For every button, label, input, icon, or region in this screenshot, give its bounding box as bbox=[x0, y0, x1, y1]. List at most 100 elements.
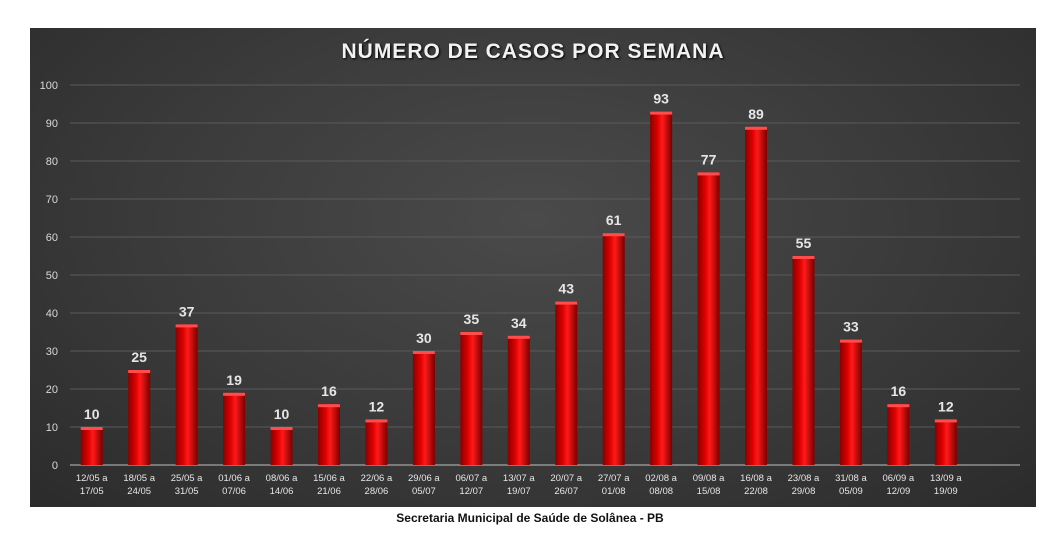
data-label: 33 bbox=[843, 319, 859, 335]
bar bbox=[175, 324, 198, 465]
x-tick-label: 21/06 bbox=[317, 486, 341, 497]
bar bbox=[839, 339, 862, 465]
x-tick-label: 02/08 a bbox=[645, 473, 677, 484]
bar-top-highlight bbox=[270, 427, 293, 430]
data-label: 10 bbox=[274, 406, 290, 422]
x-tick-label: 25/05 a bbox=[171, 473, 203, 484]
x-tick-label: 05/09 bbox=[839, 486, 863, 497]
bar bbox=[412, 351, 435, 465]
y-tick-label: 10 bbox=[46, 422, 58, 434]
x-tick-label: 12/09 bbox=[886, 486, 910, 497]
bar-top-highlight bbox=[650, 111, 673, 115]
y-tick-label: 70 bbox=[46, 194, 58, 206]
data-label: 16 bbox=[891, 383, 907, 399]
x-tick-label: 31/08 a bbox=[835, 473, 867, 484]
bar-top-highlight bbox=[412, 351, 435, 354]
bar-top-highlight bbox=[555, 301, 578, 305]
x-tick-label: 22/08 bbox=[744, 486, 768, 497]
bar bbox=[887, 404, 910, 465]
bar bbox=[270, 427, 293, 465]
x-tick-label: 01/08 bbox=[602, 486, 626, 497]
data-label: 16 bbox=[321, 383, 337, 399]
bar bbox=[365, 419, 388, 465]
y-tick-label: 30 bbox=[46, 346, 58, 358]
x-tick-label: 19/09 bbox=[934, 486, 958, 497]
y-tick-label: 20 bbox=[46, 384, 58, 396]
x-tick-label: 20/07 a bbox=[550, 473, 582, 484]
x-tick-label: 05/07 bbox=[412, 486, 436, 497]
bars bbox=[80, 111, 957, 466]
bar bbox=[317, 404, 340, 465]
x-tick-label: 13/07 a bbox=[503, 473, 535, 484]
x-tick-label: 01/06 a bbox=[218, 473, 250, 484]
data-label: 77 bbox=[701, 151, 717, 167]
chart-title: NÚMERO DE CASOS POR SEMANA bbox=[341, 40, 725, 63]
x-tick-label: 29/06 a bbox=[408, 473, 440, 484]
bar-top-highlight bbox=[507, 335, 530, 339]
bar-top-highlight bbox=[80, 427, 103, 430]
data-label: 43 bbox=[558, 281, 574, 297]
x-tick-label: 14/06 bbox=[270, 486, 294, 497]
data-label: 19 bbox=[226, 372, 242, 388]
bar-top-highlight bbox=[887, 404, 910, 408]
bar bbox=[128, 370, 151, 465]
bar bbox=[460, 332, 483, 465]
x-tick-label: 27/07 a bbox=[598, 473, 630, 484]
bar-top-highlight bbox=[128, 370, 151, 373]
chart-panel: NÚMERO DE CASOS POR SEMANA 0 10 20 30 40 50 60… bbox=[30, 28, 1036, 507]
y-tick-label: 100 bbox=[40, 80, 58, 92]
bar bbox=[80, 427, 103, 465]
data-label: 25 bbox=[131, 349, 147, 365]
x-tick-label: 31/05 bbox=[175, 486, 199, 497]
y-tick-label: 60 bbox=[46, 232, 58, 244]
bar bbox=[507, 335, 530, 465]
data-label: 89 bbox=[748, 106, 764, 122]
data-label: 10 bbox=[84, 406, 100, 422]
data-label: 30 bbox=[416, 330, 432, 346]
x-axis: 12/05 a 17/05 18/05 a 24/05 25/05 a 31/05 01/0… bbox=[76, 473, 963, 497]
y-tick-label: 0 bbox=[52, 460, 58, 472]
data-label: 61 bbox=[606, 212, 622, 228]
bar-top-highlight bbox=[839, 339, 862, 343]
bar bbox=[555, 301, 578, 465]
y-tick-label: 90 bbox=[46, 118, 58, 130]
source-caption: Secretaria Municipal de Saúde de Solânea… bbox=[396, 511, 664, 525]
data-label: 34 bbox=[511, 315, 527, 331]
x-tick-label: 08/06 a bbox=[266, 473, 298, 484]
x-tick-label: 24/05 bbox=[127, 486, 151, 497]
data-label: 37 bbox=[179, 303, 195, 319]
data-label: 35 bbox=[464, 311, 480, 327]
y-tick-label: 80 bbox=[46, 156, 58, 168]
x-tick-label: 22/06 a bbox=[361, 473, 393, 484]
bar-top-highlight bbox=[602, 233, 625, 237]
bar-top-highlight bbox=[365, 419, 388, 423]
x-tick-label: 28/06 bbox=[365, 486, 389, 497]
y-axis: 0 10 20 30 40 50 60 70 80 90 100 bbox=[40, 80, 58, 472]
x-tick-label: 18/05 a bbox=[123, 473, 155, 484]
x-tick-label: 06/07 a bbox=[455, 473, 487, 484]
data-label: 12 bbox=[938, 398, 954, 414]
bar-top-highlight bbox=[792, 256, 815, 259]
x-tick-label: 15/08 bbox=[697, 486, 721, 497]
bar bbox=[650, 111, 673, 465]
x-tick-label: 26/07 bbox=[554, 486, 578, 497]
x-tick-label: 16/08 a bbox=[740, 473, 772, 484]
y-tick-label: 50 bbox=[46, 270, 58, 282]
bar-top-highlight bbox=[175, 324, 198, 328]
x-tick-label: 29/08 bbox=[792, 486, 816, 497]
x-tick-label: 17/05 bbox=[80, 486, 104, 497]
bar bbox=[223, 392, 246, 465]
x-tick-label: 08/08 bbox=[649, 486, 673, 497]
bar-chart: 0 10 20 30 40 50 60 70 80 90 100 10 25 37 19 10 16 12 30 3… bbox=[40, 80, 1020, 497]
bar-top-highlight bbox=[317, 404, 340, 408]
x-tick-label: 06/09 a bbox=[883, 473, 915, 484]
gridlines bbox=[70, 84, 1020, 466]
bar-top-highlight bbox=[745, 126, 768, 130]
bar-top-highlight bbox=[697, 172, 720, 176]
data-label: 12 bbox=[369, 398, 385, 414]
x-tick-label: 15/06 a bbox=[313, 473, 345, 484]
x-tick-label: 12/05 a bbox=[76, 473, 108, 484]
x-tick-label: 07/06 bbox=[222, 486, 246, 497]
bar bbox=[792, 256, 815, 465]
bar bbox=[697, 172, 720, 465]
